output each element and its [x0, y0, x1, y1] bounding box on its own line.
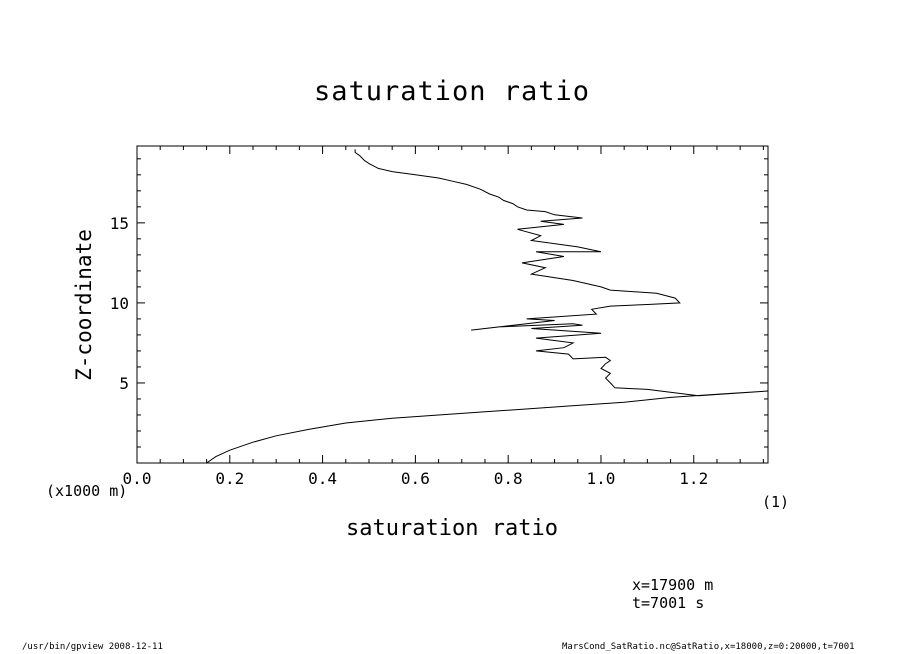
plot-frame	[136, 145, 769, 464]
x-tick-label: 0.2	[215, 469, 244, 488]
position-info: x=17900 m	[632, 576, 714, 594]
x-tick-label: 0.6	[401, 469, 430, 488]
y-tick-label: 15	[110, 214, 129, 233]
y-tick-label: 10	[110, 294, 129, 313]
x-tick-label: 0.8	[494, 469, 523, 488]
chart-title: saturation ratio	[313, 76, 591, 107]
y-axis-unit: (x1000 m)	[46, 482, 128, 500]
x-axis-unit: (1)	[762, 493, 790, 511]
x-tick-label: 1.2	[679, 469, 708, 488]
x-axis-label: saturation ratio	[346, 516, 558, 541]
axis-tick-labels: 0.0 0.2 0.4 0.6 0.8 1.0 1.2 5 10 15	[110, 214, 708, 488]
footer-source: MarsCond_SatRatio.nc@SatRatio,x=18000,z=…	[562, 642, 855, 652]
y-tick-label: 5	[119, 374, 129, 393]
x-tick-label: 0.4	[308, 469, 337, 488]
series-line	[206, 149, 769, 464]
x-tick-label: 0.0	[123, 469, 152, 488]
x-tick-label: 1.0	[587, 469, 616, 488]
footer-command: /usr/bin/gpview 2008-12-11	[22, 642, 163, 652]
time-info: t=7001 s	[632, 594, 705, 612]
axis-ticks	[136, 146, 768, 463]
y-axis-label: Z-coordinate	[72, 229, 96, 381]
